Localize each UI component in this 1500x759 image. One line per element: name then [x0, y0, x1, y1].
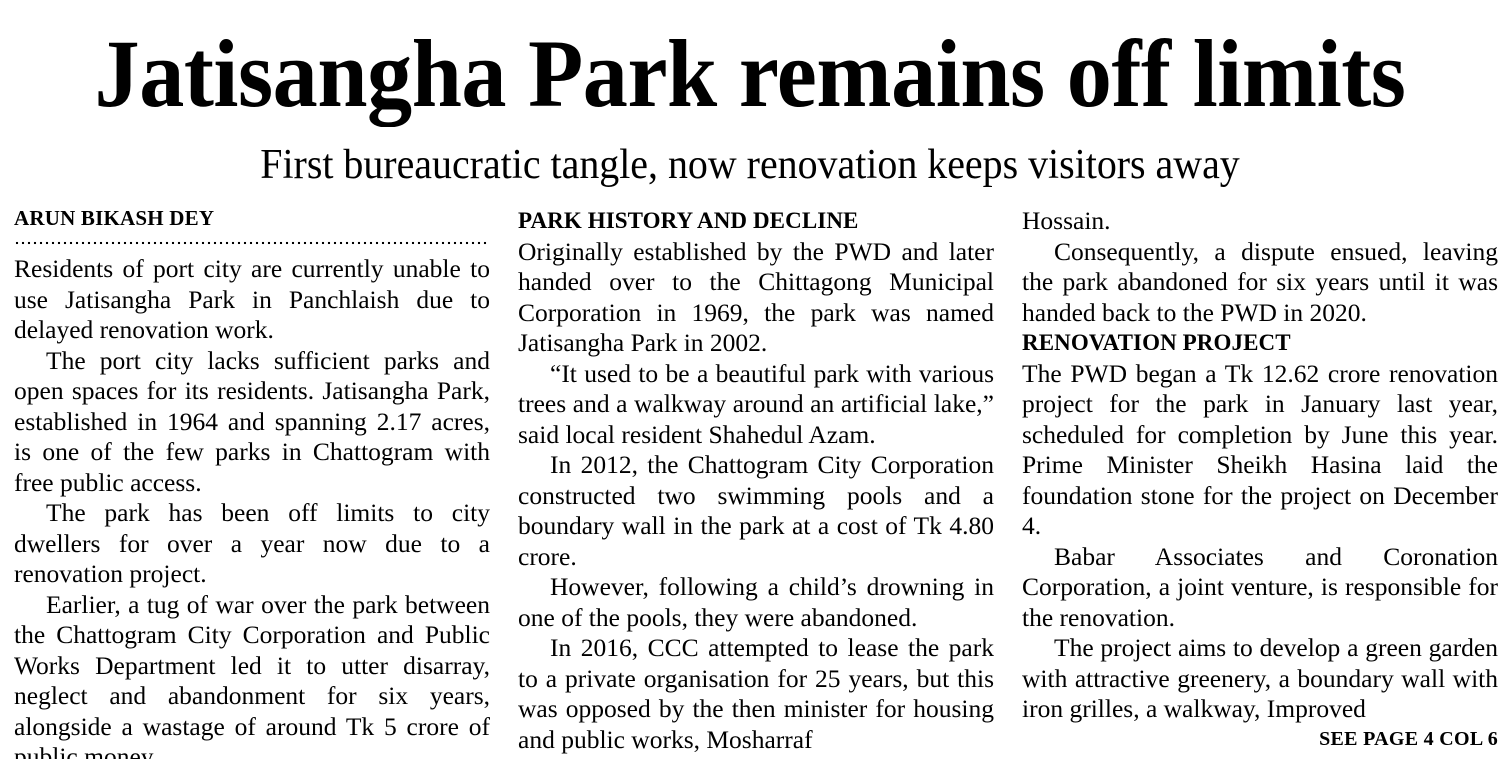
byline-divider — [14, 241, 487, 245]
jump-line: SEE PAGE 4 COL 6 — [1319, 727, 1498, 750]
paragraph: Earlier, a tug of war over the park betw… — [14, 589, 490, 759]
paragraph: “It used to be a beautiful park with var… — [518, 358, 994, 449]
paragraph: Babar Associates and Coronation Corporat… — [1022, 541, 1498, 632]
paragraph: The park has been off limits to city dwe… — [14, 498, 490, 588]
paragraph: Consequently, a dispute ensued, leaving … — [1022, 236, 1498, 327]
paragraph: The project aims to develop a green gard… — [1022, 633, 1498, 723]
paragraph: In 2012, the Chattogram City Corporation… — [518, 450, 994, 571]
paragraph: However, following a child’s drowning in… — [518, 572, 994, 632]
byline: ARUN BIKASH DEY — [14, 206, 215, 230]
paragraph: Residents of port city are currently una… — [14, 254, 490, 344]
paragraph: Originally established by the PWD and la… — [518, 236, 994, 358]
article-columns: ARUN BIKASH DEY Residents of port city a… — [14, 206, 1498, 759]
article-column-3: Hossain. Consequently, a dispute ensued,… — [1022, 206, 1498, 759]
section-heading-park-history: PARK HISTORY AND DECLINE — [518, 208, 859, 233]
article-column-2: PARK HISTORY AND DECLINE Originally esta… — [518, 206, 994, 759]
page-title: Jatisangha Park remains off limits — [94, 20, 1406, 127]
paragraph: The PWD began a Tk 12.62 crore renovatio… — [1022, 358, 1498, 541]
subheadline: First bureaucratic tangle, now renovatio… — [260, 142, 1240, 188]
article-column-1: ARUN BIKASH DEY Residents of port city a… — [14, 206, 490, 759]
paragraph: In 2016, CCC attempted to lease the park… — [518, 633, 994, 754]
section-heading-renovation-project: RENOVATION PROJECT — [1022, 330, 1291, 355]
paragraph: The port city lacks sufficient parks and… — [14, 345, 490, 497]
paragraph-continuation: Hossain. — [1022, 206, 1111, 235]
